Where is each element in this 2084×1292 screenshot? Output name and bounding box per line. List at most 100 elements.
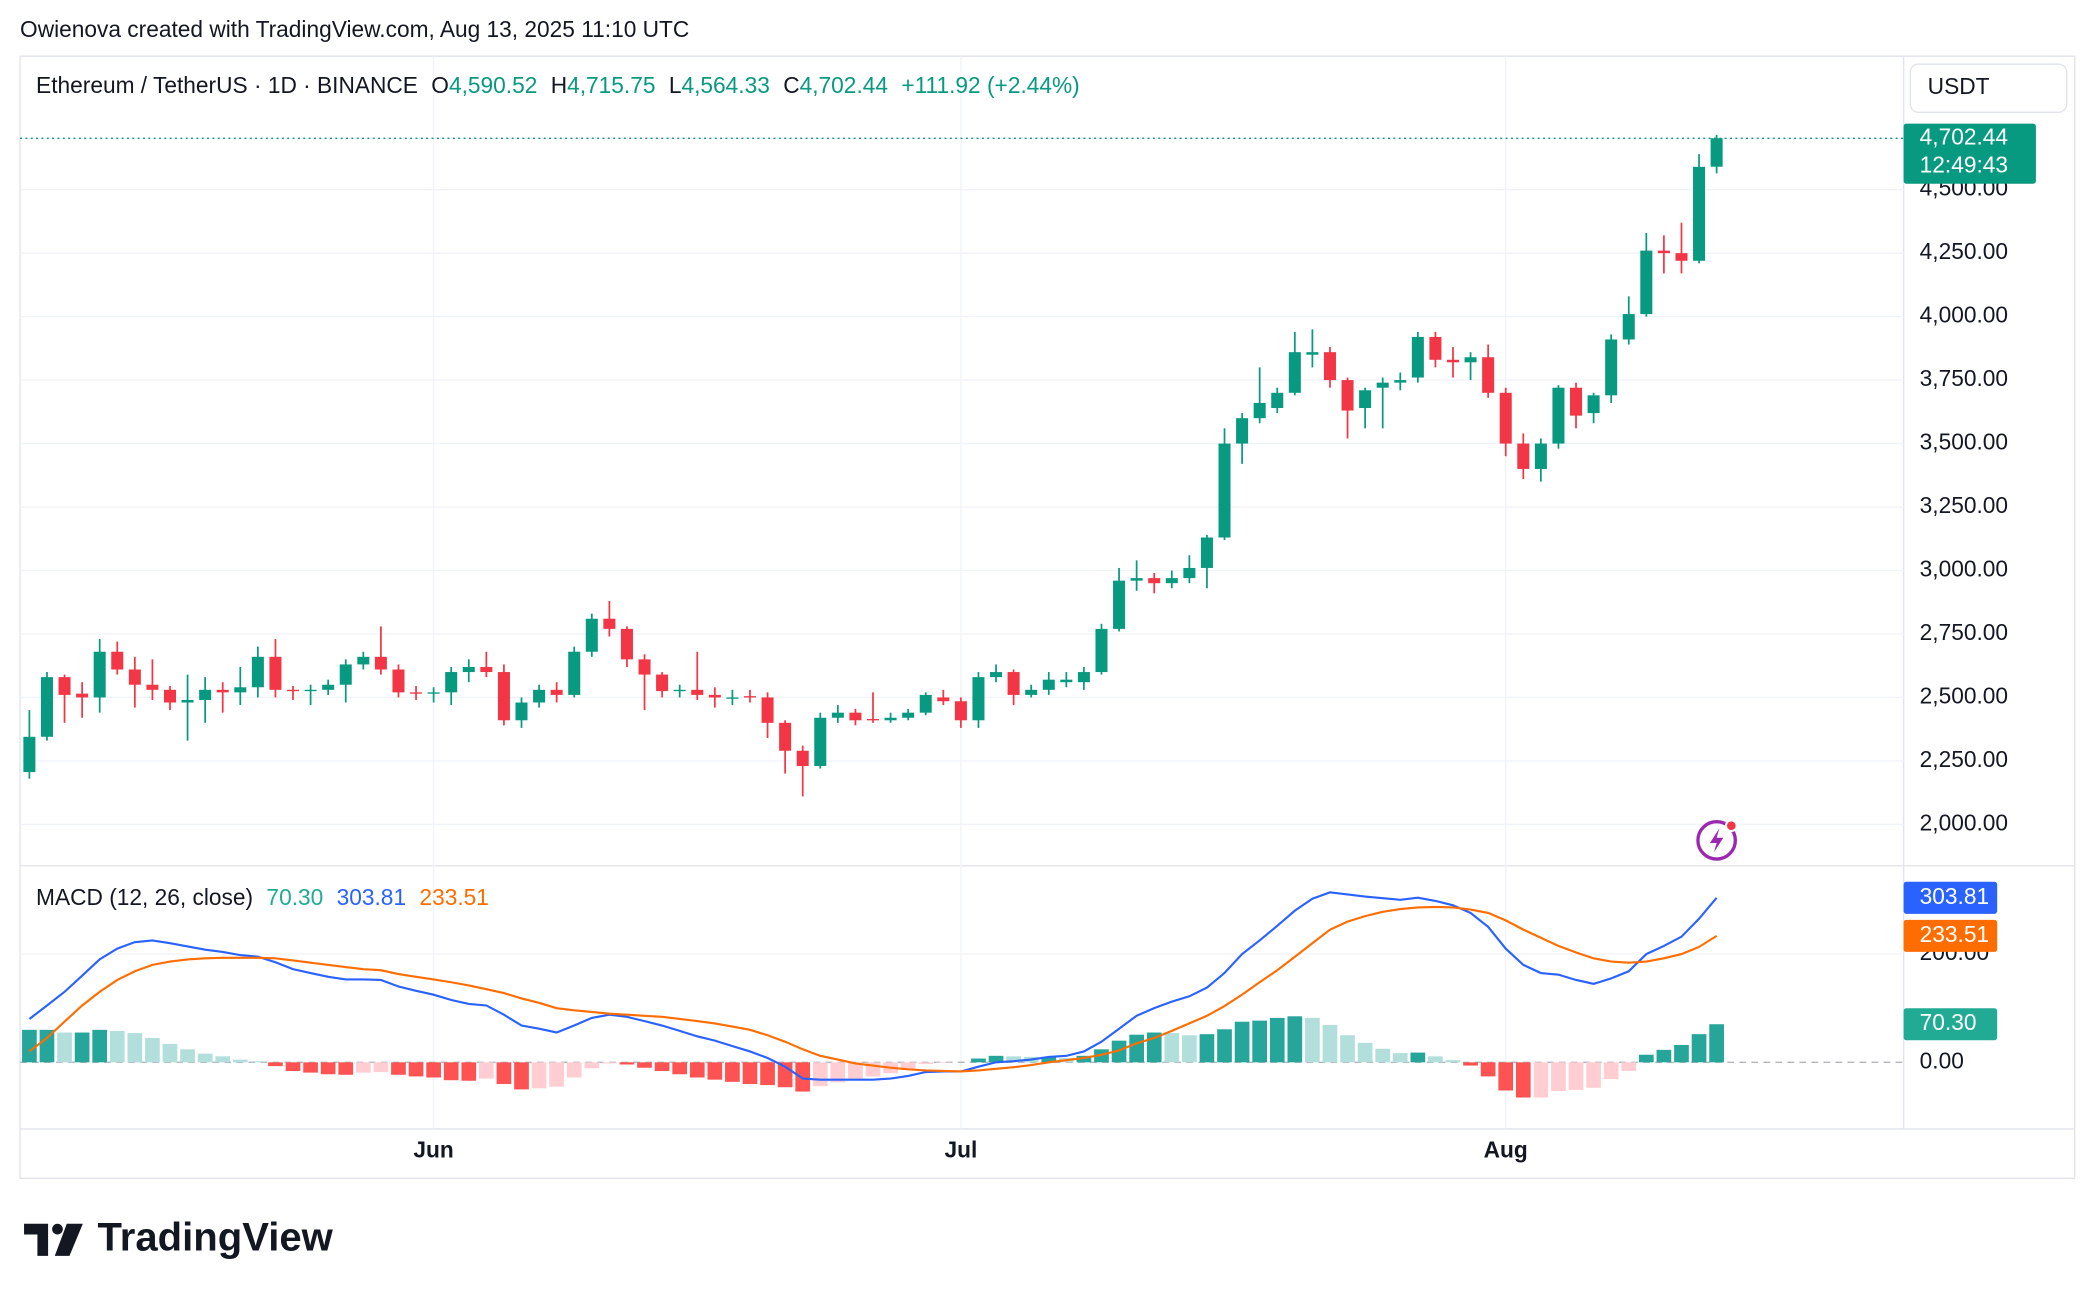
candle-body bbox=[533, 689, 546, 703]
candle-body bbox=[357, 656, 370, 665]
histogram-bar bbox=[303, 1062, 318, 1073]
histogram-bar bbox=[1305, 1017, 1320, 1063]
value-box-label: 233.51 bbox=[1920, 921, 1989, 947]
histogram-bar bbox=[848, 1062, 863, 1079]
candle-body bbox=[1288, 352, 1301, 393]
histogram-bar bbox=[1182, 1035, 1197, 1063]
macd-line bbox=[28, 891, 1718, 1081]
histogram-bar bbox=[180, 1049, 195, 1063]
chart-frame bbox=[19, 55, 2076, 1180]
histogram-bar bbox=[918, 1062, 934, 1064]
y-tick-label: 3,750.00 bbox=[1920, 365, 2008, 391]
currency-button[interactable] bbox=[1909, 63, 2068, 113]
candle-body bbox=[954, 701, 967, 721]
histogram-bar bbox=[338, 1062, 354, 1075]
candle-body bbox=[199, 689, 212, 700]
candle-body bbox=[1042, 679, 1055, 690]
histogram-bar bbox=[57, 1032, 72, 1063]
histogram-bar bbox=[1111, 1040, 1127, 1063]
histogram-bar bbox=[1041, 1056, 1057, 1063]
symbol-legend: Ethereum / TetherUS · 1D · BINANCE O4,590… bbox=[36, 72, 1080, 98]
histogram-bar bbox=[1603, 1062, 1619, 1080]
ohlc-value: 4,702.44 bbox=[800, 72, 888, 98]
candle-body bbox=[1218, 443, 1231, 538]
histogram-bar bbox=[1199, 1034, 1215, 1063]
candle-body bbox=[796, 750, 809, 766]
value-box bbox=[1903, 881, 1998, 914]
candle-body bbox=[919, 694, 932, 713]
histogram-bar bbox=[127, 1033, 143, 1063]
histogram-bar bbox=[443, 1062, 459, 1081]
candle-body bbox=[1517, 443, 1530, 469]
histogram-bar bbox=[1638, 1054, 1654, 1063]
histogram-bar bbox=[584, 1062, 600, 1069]
candle-body bbox=[866, 719, 880, 721]
histogram-bar bbox=[74, 1032, 90, 1063]
value-box-label: 303.81 bbox=[1920, 883, 1989, 909]
candle-body bbox=[1411, 336, 1424, 378]
candle-body bbox=[1341, 380, 1354, 411]
histogram-bar bbox=[1533, 1062, 1549, 1098]
candle-body bbox=[1710, 138, 1723, 167]
candle-body bbox=[1253, 402, 1266, 419]
ohlc-value: 4,564.33 bbox=[681, 72, 769, 98]
y-tick-label: 0.00 bbox=[1920, 1047, 1964, 1073]
alert-icon[interactable] bbox=[1696, 819, 1738, 861]
ohlc-key: L bbox=[669, 72, 682, 98]
plot-area: Jun Jul Aug 2,000.00 2,250.00 2,500.00 2,750.0… bbox=[20, 56, 2036, 1163]
histogram-bar bbox=[1287, 1016, 1303, 1063]
candle-body bbox=[497, 672, 510, 721]
candle-body bbox=[1183, 567, 1196, 579]
candle-body bbox=[304, 689, 317, 692]
y-tick-label: 3,250.00 bbox=[1920, 492, 2008, 518]
candle-body bbox=[339, 664, 352, 685]
candle-body bbox=[23, 736, 36, 773]
candle-body bbox=[638, 659, 651, 675]
histogram-bar bbox=[1410, 1052, 1426, 1063]
candle-body bbox=[814, 717, 827, 766]
candle-body bbox=[1622, 314, 1635, 340]
histogram-bar bbox=[1428, 1056, 1443, 1063]
candle-body bbox=[1534, 443, 1547, 469]
candle-body bbox=[480, 666, 493, 673]
histogram-bar bbox=[22, 1029, 37, 1063]
histogram-bar bbox=[1217, 1029, 1232, 1063]
histogram-bar bbox=[496, 1062, 512, 1084]
histogram-bar bbox=[1269, 1017, 1285, 1063]
candle-body bbox=[743, 696, 756, 698]
alert-bolt bbox=[1709, 828, 1724, 853]
histogram-bar bbox=[1621, 1062, 1637, 1071]
histogram-bar bbox=[1656, 1049, 1672, 1063]
candle-body bbox=[761, 697, 774, 723]
candle-body bbox=[1552, 387, 1565, 444]
y-tick-label: 2,250.00 bbox=[1920, 746, 2008, 772]
histogram-bar bbox=[145, 1037, 160, 1063]
histogram-bar bbox=[830, 1062, 846, 1083]
candle-body bbox=[990, 672, 1003, 678]
candle-body bbox=[585, 618, 598, 652]
candle-body bbox=[1657, 250, 1670, 254]
histogram-bar bbox=[1340, 1035, 1355, 1063]
candle-body bbox=[1095, 628, 1108, 673]
candle-body bbox=[1359, 390, 1372, 409]
candle-body bbox=[1499, 392, 1512, 444]
histogram-bar bbox=[1234, 1021, 1250, 1063]
candle-body bbox=[849, 712, 862, 721]
candle-body bbox=[902, 712, 915, 718]
candle-body bbox=[1025, 689, 1038, 695]
histogram-bar bbox=[971, 1058, 986, 1063]
candle-body bbox=[462, 666, 475, 673]
candle-body bbox=[93, 651, 106, 698]
histogram-bar bbox=[549, 1062, 564, 1087]
candle-body bbox=[216, 689, 229, 693]
histogram-bar bbox=[426, 1062, 441, 1078]
histogram-bar bbox=[935, 1062, 951, 1063]
logo-mark bbox=[54, 1223, 83, 1256]
candle-body bbox=[251, 656, 264, 688]
histogram-bar bbox=[1463, 1062, 1478, 1066]
candle-body bbox=[1570, 387, 1583, 416]
ohlc-key: H bbox=[551, 72, 567, 98]
histogram-bar bbox=[725, 1062, 740, 1082]
alert-ring bbox=[1696, 820, 1738, 861]
